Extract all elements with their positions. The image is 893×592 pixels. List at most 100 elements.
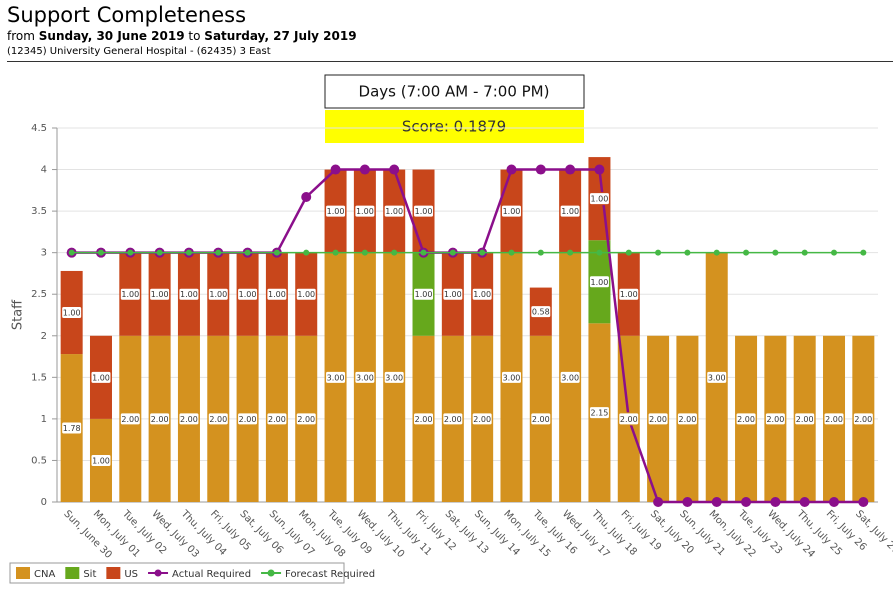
line-marker	[506, 164, 517, 175]
data-label-box	[413, 287, 435, 301]
y-tick-label: 4	[41, 165, 47, 176]
line-marker	[420, 249, 427, 256]
data-label: 2.00	[766, 415, 784, 424]
data-label-box	[413, 204, 435, 218]
legend-swatch	[65, 567, 80, 579]
data-label: 1.00	[561, 207, 579, 216]
data-label-box	[618, 287, 640, 301]
data-label: 2.00	[268, 415, 286, 424]
line-marker	[567, 249, 574, 256]
data-label: 2.00	[737, 415, 755, 424]
data-label: 1.00	[327, 207, 345, 216]
data-label-box	[119, 412, 141, 426]
data-label-box	[149, 287, 171, 301]
line-marker	[537, 249, 544, 256]
data-label-box	[676, 412, 698, 426]
data-label: 2.00	[854, 415, 872, 424]
data-label-box	[530, 412, 552, 426]
data-label: 2.00	[473, 415, 491, 424]
legend-label: US	[124, 569, 138, 580]
data-label-box	[295, 287, 317, 301]
line-marker	[508, 249, 515, 256]
data-label: 2.00	[620, 415, 638, 424]
line-marker	[594, 164, 605, 175]
data-label: 1.00	[209, 290, 227, 299]
data-label-box	[61, 421, 83, 435]
data-label-box	[764, 412, 786, 426]
line-marker	[449, 249, 456, 256]
data-label: 2.00	[209, 415, 227, 424]
legend-label: Forecast Required	[285, 569, 375, 580]
data-label-box	[559, 204, 581, 218]
line-marker	[741, 497, 752, 507]
data-label: 1.00	[63, 309, 81, 318]
y-tick-label: 4.5	[31, 123, 47, 134]
data-label-box	[354, 204, 376, 218]
data-label-box	[500, 370, 522, 384]
data-label: 1.00	[180, 290, 198, 299]
legend-label: CNA	[34, 569, 55, 580]
line-marker	[831, 249, 838, 256]
line-marker	[682, 497, 693, 507]
data-label: 3.00	[503, 373, 521, 382]
data-label: 3.00	[708, 373, 726, 382]
line-marker	[359, 164, 370, 175]
legend-label: Sit	[83, 569, 96, 580]
data-label-box	[266, 412, 288, 426]
data-label-box	[149, 412, 171, 426]
line-marker	[303, 249, 310, 256]
data-label: 2.00	[444, 415, 462, 424]
line-marker	[711, 497, 722, 507]
line-marker	[770, 497, 781, 507]
y-tick-label: 1	[41, 414, 47, 425]
data-label-box	[207, 287, 229, 301]
data-label: 1.00	[151, 290, 169, 299]
data-label: 1.00	[268, 290, 286, 299]
line-marker	[684, 249, 691, 256]
data-label-box	[471, 412, 493, 426]
date-range: from Sunday, 30 June 2019 to Saturday, 2…	[7, 28, 893, 45]
data-label-box	[530, 305, 552, 319]
line-marker	[215, 249, 222, 256]
data-label-box	[471, 287, 493, 301]
data-label-box	[588, 406, 610, 420]
line-marker	[772, 249, 779, 256]
data-label: 2.00	[121, 415, 139, 424]
data-label: 2.00	[796, 415, 814, 424]
y-tick-label: 2.5	[31, 289, 47, 300]
data-label: 3.00	[561, 373, 579, 382]
score-box	[325, 110, 584, 143]
line-marker	[127, 249, 134, 256]
data-label: 2.00	[679, 415, 697, 424]
line-marker	[801, 249, 808, 256]
data-label: 1.00	[473, 290, 491, 299]
y-tick-label: 1.5	[31, 372, 47, 383]
shift-box	[324, 74, 585, 109]
start-date: Sunday, 30 June 2019	[38, 29, 185, 43]
data-label: 2.00	[239, 415, 257, 424]
data-label-box	[325, 204, 347, 218]
data-label: 1.00	[591, 278, 609, 287]
line-marker	[68, 249, 75, 256]
line-marker	[713, 249, 720, 256]
data-label: 2.00	[825, 415, 843, 424]
y-tick-label: 3.5	[31, 206, 47, 217]
legend-swatch	[16, 567, 30, 579]
data-label: 2.00	[532, 415, 550, 424]
data-label-box	[852, 412, 874, 426]
data-label-box	[178, 287, 200, 301]
data-label-box	[383, 370, 405, 384]
data-label-box	[559, 370, 581, 384]
data-label-box	[823, 412, 845, 426]
data-label-box	[618, 412, 640, 426]
data-label: 1.78	[63, 424, 81, 433]
line-marker	[185, 249, 192, 256]
y-axis-label: Staff	[11, 299, 26, 330]
data-label: 2.00	[297, 415, 315, 424]
data-label-box	[178, 412, 200, 426]
from-word: from	[7, 29, 35, 43]
data-label: 1.00	[503, 207, 521, 216]
y-tick-label: 0	[41, 497, 47, 508]
line-marker	[301, 191, 312, 202]
